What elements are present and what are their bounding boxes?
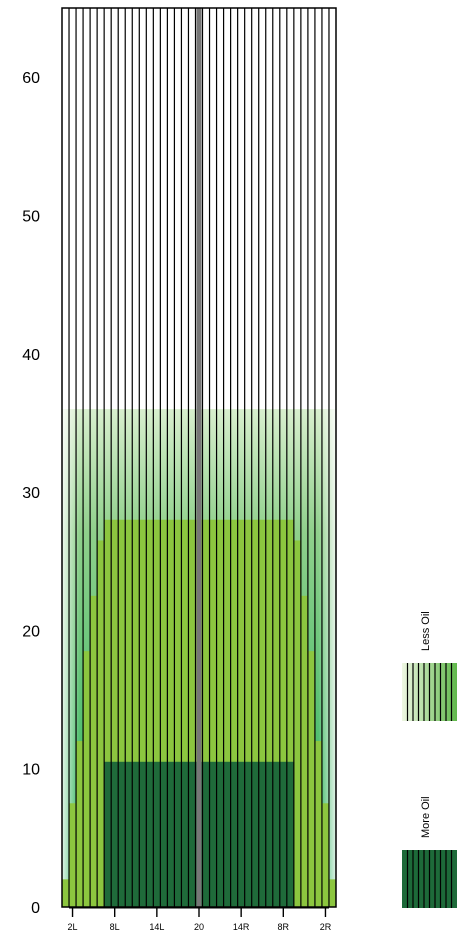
oil-zone-core	[111, 761, 119, 907]
oil-zone-medium	[328, 879, 337, 907]
oil-zone-medium	[181, 519, 189, 907]
y-axis: 0 10 20 30 40 50 60	[22, 70, 40, 917]
oil-zone-medium	[279, 519, 288, 907]
y-tick-label-40: 40	[22, 347, 40, 364]
oil-edge-fade-right	[318, 409, 336, 907]
x-tick-label: 2R	[320, 922, 332, 932]
oil-zone-core	[265, 761, 274, 907]
legend-more-oil-lines	[406, 850, 453, 908]
y-tick-label-30: 30	[22, 485, 40, 502]
x-tick-label: 8L	[110, 922, 120, 932]
board-lines	[68, 8, 330, 907]
oil-zone-medium	[265, 519, 274, 907]
oil-zone-medium	[286, 519, 295, 907]
y-tick-label-10: 10	[22, 762, 40, 779]
oil-zone-medium	[62, 879, 70, 907]
center-board	[196, 8, 202, 907]
oil-zone-medium	[300, 595, 309, 907]
oil-zone-medium	[216, 519, 224, 907]
oil-zone-medium	[132, 519, 140, 907]
y-tick-label-60: 60	[22, 70, 40, 87]
x-axis: 2L 8L 14L 20 14R 8R 2R	[68, 907, 332, 932]
oil-zone-medium	[209, 519, 217, 907]
oil-zone-core	[181, 761, 189, 907]
oil-zone-medium	[202, 519, 210, 907]
oil-zone-medium	[223, 519, 232, 907]
x-tick-label: 20	[194, 922, 204, 932]
oil-zone-medium	[118, 519, 126, 907]
oil-zone-core	[118, 761, 126, 907]
oil-zone-medium	[160, 519, 168, 907]
oil-zone-core	[125, 761, 133, 907]
oil-zone-core	[286, 761, 295, 907]
oil-zone-core	[251, 761, 260, 907]
oil-zone-medium	[139, 519, 147, 907]
oil-zone-medium	[272, 519, 281, 907]
oil-zone-core	[132, 761, 140, 907]
oil-zone-medium	[230, 519, 239, 907]
oil-zone-medium	[104, 519, 112, 907]
oil-zone-medium	[314, 741, 323, 907]
oil-zone-core	[153, 761, 161, 907]
oil-edge-fade-left	[62, 409, 80, 907]
legend-less-oil-label: Less Oil	[420, 611, 432, 651]
oil-zone-core	[139, 761, 147, 907]
y-tick-label-0: 0	[31, 900, 40, 917]
oil-zone-core	[223, 761, 232, 907]
oil-zone-core	[230, 761, 239, 907]
oil-zone-core	[244, 761, 253, 907]
x-tick-label: 8R	[278, 922, 290, 932]
x-tick-label: 14L	[149, 922, 164, 932]
oil-zone-core	[237, 761, 246, 907]
oil-zone-core	[209, 761, 217, 907]
oil-zone-medium	[125, 519, 133, 907]
oil-zone-medium	[111, 519, 119, 907]
x-tick-label: 14R	[233, 922, 250, 932]
oil-zone-medium	[251, 519, 260, 907]
oil-zone-core	[146, 761, 154, 907]
oil-zone-medium	[321, 803, 330, 907]
legend-more-oil-label: More Oil	[420, 796, 432, 838]
oil-zone-medium	[97, 540, 105, 907]
oil-zone-medium	[146, 519, 154, 907]
oil-zone-core	[272, 761, 281, 907]
legend: Less Oil More Oil	[402, 611, 457, 908]
x-tick-label: 2L	[68, 922, 78, 932]
oil-zone-medium	[83, 651, 91, 907]
oil-zone-medium	[69, 803, 77, 907]
oil-zone-medium	[237, 519, 246, 907]
oil-zone-core	[160, 761, 168, 907]
oil-zone-medium	[174, 519, 182, 907]
oil-zone-core	[188, 761, 196, 907]
oil-zone-medium	[153, 519, 161, 907]
center-board-layer	[196, 8, 202, 907]
oil-zone-core	[104, 761, 112, 907]
y-tick-label-20: 20	[22, 623, 40, 640]
oil-zone-medium	[76, 741, 84, 907]
oil-zone-medium	[258, 519, 267, 907]
oil-zone-core	[202, 761, 210, 907]
oil-zone-medium	[167, 519, 175, 907]
oil-zone-core	[216, 761, 224, 907]
legend-less-oil-lines	[406, 663, 453, 721]
oil-zone-core	[258, 761, 267, 907]
oil-zone-medium	[307, 651, 316, 907]
y-tick-label-50: 50	[22, 208, 40, 225]
oil-zone-core	[279, 761, 288, 907]
oil-zone-medium	[188, 519, 196, 907]
oil-zone-core	[167, 761, 175, 907]
oil-zone-core	[174, 761, 182, 907]
oil-zone-medium	[293, 540, 302, 907]
oil-zone-medium	[244, 519, 253, 907]
oil-zone-medium	[90, 595, 98, 907]
